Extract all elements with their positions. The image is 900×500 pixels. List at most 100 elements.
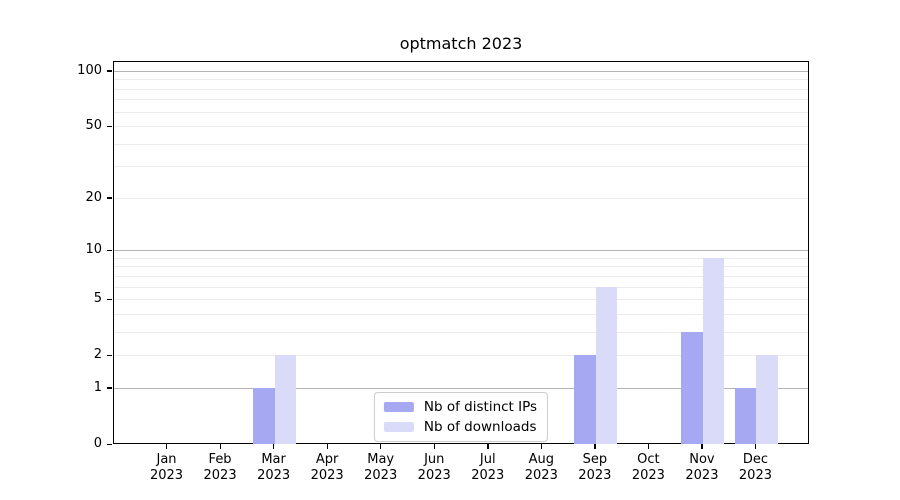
x-tick-month: Sep	[582, 452, 608, 467]
x-tick-month: Nov	[689, 452, 715, 467]
x-tick-label-oct: Oct 2023	[613, 452, 683, 484]
bar-ips-sep	[574, 355, 596, 444]
bar-downloads-nov	[702, 257, 725, 444]
x-tick-month: May	[367, 452, 395, 467]
y-tick-label-5: 5	[93, 291, 102, 307]
gridline-minor-80	[114, 88, 808, 90]
gridline-minor-60	[114, 111, 808, 113]
x-tick-nov	[701, 444, 703, 449]
x-tick-month: Aug	[528, 452, 554, 467]
y-tick-2	[107, 354, 112, 356]
gridline-minor-50	[114, 126, 808, 128]
x-tick-may	[380, 444, 382, 449]
gridline-minor-40	[114, 143, 808, 145]
x-tick-oct	[647, 444, 650, 449]
x-tick-label-nov: Nov 2023	[667, 452, 737, 484]
bar-downloads-mar	[274, 355, 297, 444]
x-tick-year: 2023	[310, 468, 344, 483]
y-tick-label-20: 20	[85, 189, 102, 205]
x-tick-dec	[754, 444, 757, 449]
y-tick-50	[107, 125, 112, 127]
x-tick-label-mar: Mar 2023	[239, 452, 309, 484]
x-tick-sep	[594, 444, 596, 449]
x-tick-jul	[487, 444, 489, 449]
x-tick-year: 2023	[203, 468, 237, 483]
x-tick-label-jan: Jan 2023	[132, 452, 202, 484]
x-tick-month: Jun	[424, 452, 445, 467]
gridline-minor-30	[114, 166, 808, 168]
x-tick-apr	[326, 444, 328, 449]
x-tick-month: Mar	[261, 452, 286, 467]
x-tick-month: Oct	[637, 452, 660, 467]
x-tick-aug	[540, 444, 543, 449]
gridline-minor-90	[114, 79, 808, 81]
gridline-minor-20	[114, 197, 808, 199]
y-tick-label-100: 100	[77, 62, 102, 78]
chart-title: optmatch 2023	[399, 34, 523, 53]
x-tick-year: 2023	[149, 468, 184, 483]
x-tick-month: Feb	[208, 452, 232, 467]
x-tick-year: 2023	[578, 468, 612, 483]
bar-ips-nov	[681, 331, 703, 444]
gridline-minor-9	[114, 257, 808, 259]
gridline-major-100	[114, 70, 808, 72]
bar-ips-mar	[253, 387, 275, 444]
legend-swatch-distinct-ips	[383, 402, 414, 412]
x-tick-feb	[219, 444, 221, 449]
y-tick-1	[107, 387, 112, 389]
bar-downloads-dec	[756, 355, 778, 444]
x-tick-month: Jan	[156, 452, 177, 467]
legend-entry-downloads: Nb of downloads	[383, 419, 537, 435]
x-tick-label-jun: Jun 2023	[399, 452, 469, 484]
y-tick-label-2: 2	[93, 347, 102, 363]
x-tick-year: 2023	[417, 468, 451, 483]
x-tick-mar	[273, 444, 275, 449]
legend-swatch-downloads	[383, 422, 414, 432]
gridline-minor-3	[114, 331, 808, 333]
x-tick-year: 2023	[257, 468, 291, 483]
x-tick-label-dec: Dec 2023	[720, 452, 790, 484]
x-tick-label-may: May 2023	[346, 452, 416, 484]
x-tick-year: 2023	[471, 468, 505, 483]
x-tick-year: 2023	[685, 468, 719, 483]
x-tick-label-jul: Jul 2023	[453, 452, 523, 484]
x-tick-label-aug: Aug 2023	[506, 452, 576, 484]
legend: Nb of distinct IPs Nb of downloads	[373, 392, 549, 442]
gridline-minor-70	[114, 99, 808, 101]
y-tick-label-50: 50	[85, 118, 102, 134]
y-tick-20	[107, 197, 112, 199]
gridline-minor-4	[114, 313, 808, 315]
gridline-major-1	[114, 387, 808, 389]
gridline-major-10	[114, 250, 808, 252]
bar-ips-dec	[734, 387, 757, 444]
y-tick-10	[107, 249, 112, 251]
x-tick-year: 2023	[631, 468, 665, 483]
x-tick-label-apr: Apr 2023	[292, 452, 362, 484]
x-tick-month: Jul	[479, 452, 496, 467]
x-tick-year: 2023	[364, 468, 398, 483]
gridline-minor-6	[114, 286, 808, 288]
gridline-minor-2	[114, 355, 808, 357]
legend-label-distinct-ips: Nb of distinct IPs	[423, 399, 538, 415]
gridline-minor-7	[114, 275, 808, 277]
y-tick-100	[107, 70, 112, 72]
y-tick-label-1: 1	[93, 379, 102, 395]
y-tick-label-10: 10	[85, 242, 102, 258]
x-tick-year: 2023	[524, 468, 558, 483]
x-tick-year: 2023	[738, 468, 772, 483]
legend-label-downloads: Nb of downloads	[423, 419, 537, 435]
y-tick-5	[107, 298, 112, 300]
plot-area	[113, 61, 809, 444]
x-tick-label-feb: Feb 2023	[185, 452, 255, 484]
x-tick-month: Apr	[315, 452, 339, 467]
x-tick-label-sep: Sep 2023	[560, 452, 630, 484]
x-tick-month: Dec	[742, 452, 769, 467]
x-tick-jun	[433, 444, 436, 449]
bar-downloads-sep	[595, 286, 618, 444]
y-tick-label-0: 0	[93, 436, 102, 451]
gridline-minor-8	[114, 266, 808, 268]
gridline-minor-5	[114, 299, 808, 301]
legend-entry-distinct-ips: Nb of distinct IPs	[383, 399, 538, 415]
x-tick-jan	[166, 444, 168, 449]
